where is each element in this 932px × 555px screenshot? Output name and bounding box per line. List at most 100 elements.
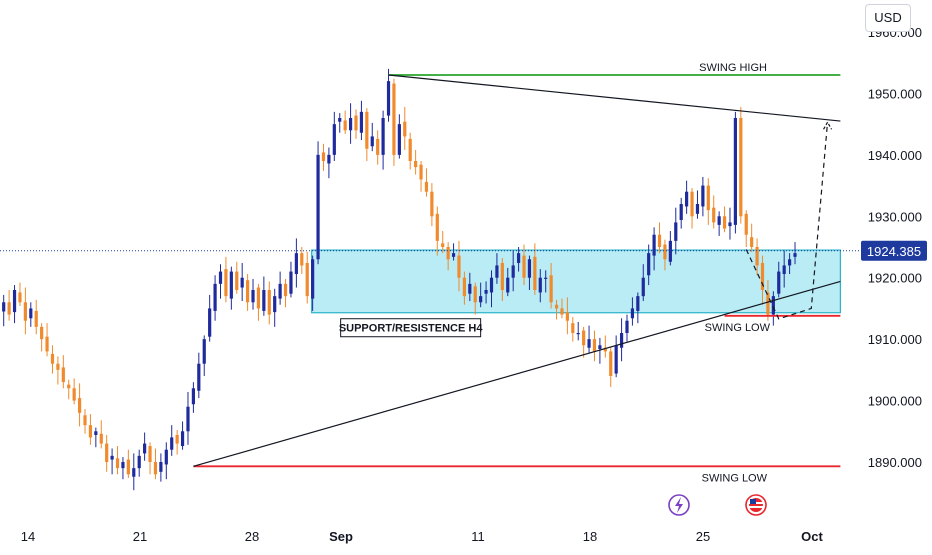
candle-body xyxy=(522,255,526,278)
candle xyxy=(782,250,786,288)
candle xyxy=(289,261,293,298)
candle-body xyxy=(739,118,743,217)
candle xyxy=(267,281,271,325)
candle-body xyxy=(218,271,223,284)
candle-body xyxy=(527,259,532,278)
candle xyxy=(256,283,261,321)
candle-body xyxy=(170,437,174,450)
zone-label-box xyxy=(340,318,482,338)
candle xyxy=(294,238,298,288)
candle xyxy=(511,250,515,292)
candle-body xyxy=(560,308,564,315)
candle-body xyxy=(451,253,456,257)
annotation-lines xyxy=(0,74,860,468)
candle xyxy=(278,271,282,305)
candle xyxy=(706,178,710,225)
candle xyxy=(652,227,656,271)
candle xyxy=(348,103,353,144)
candle xyxy=(186,391,190,445)
candle-body xyxy=(430,191,434,217)
candle xyxy=(251,278,255,310)
y-tick-label: 1950.000 xyxy=(868,86,922,101)
candle xyxy=(609,346,613,388)
candle xyxy=(733,111,737,234)
candle xyxy=(246,274,250,311)
candle-body xyxy=(462,277,466,297)
candle-body xyxy=(625,320,629,333)
axes: 1890.000 1900.000 1910.000 1920.000 1930.000… xyxy=(21,25,927,544)
candle-body xyxy=(235,271,239,290)
candle xyxy=(229,266,233,310)
candle-body xyxy=(609,351,613,376)
candle xyxy=(544,270,548,293)
candle-body xyxy=(674,222,678,241)
candle-body xyxy=(77,398,82,413)
candle xyxy=(462,271,466,305)
candle xyxy=(321,143,326,171)
x-tick-label: Sep xyxy=(329,529,353,544)
candle-body xyxy=(403,121,407,137)
candle-body xyxy=(603,347,607,352)
candle xyxy=(451,243,456,261)
projection-arrowhead xyxy=(823,121,833,130)
candle-body xyxy=(202,339,206,364)
candle xyxy=(153,448,158,480)
candle xyxy=(240,262,244,302)
candle-body xyxy=(728,222,732,227)
level-label-swing_low_major: SWING LOW xyxy=(702,472,768,484)
candle xyxy=(636,292,640,324)
candle xyxy=(571,317,575,342)
candle-body xyxy=(121,462,125,469)
candle-body xyxy=(712,207,716,223)
candle xyxy=(657,222,662,254)
candle xyxy=(110,448,114,475)
candle-body xyxy=(408,138,412,161)
candle-body xyxy=(246,280,250,303)
candle xyxy=(370,122,374,152)
candle xyxy=(484,281,488,304)
candle-body xyxy=(278,283,282,299)
candle-body xyxy=(668,240,672,262)
candle xyxy=(137,449,141,477)
candle-body xyxy=(72,388,76,401)
candle xyxy=(679,197,683,229)
candle xyxy=(376,130,380,165)
candle-body xyxy=(619,333,624,348)
x-tick-label: 14 xyxy=(21,529,35,544)
candle-body xyxy=(554,304,559,309)
candle xyxy=(359,100,364,141)
candle-body xyxy=(500,262,504,290)
candle xyxy=(56,356,60,385)
candle xyxy=(34,299,38,335)
candle-body xyxy=(88,425,93,438)
candle-body xyxy=(489,277,494,293)
candle xyxy=(538,269,542,303)
candle-body xyxy=(479,296,483,303)
candle-body xyxy=(338,118,342,122)
candle xyxy=(766,280,770,321)
candle-body xyxy=(29,308,33,319)
candle xyxy=(327,147,331,179)
candle xyxy=(647,244,651,286)
us-flag-event-icon[interactable] xyxy=(745,494,767,516)
candle xyxy=(598,337,602,364)
candle-body xyxy=(61,367,65,383)
lightning-event-icon[interactable] xyxy=(668,494,690,516)
candle-body xyxy=(365,111,369,149)
candle xyxy=(143,432,147,461)
candle-body xyxy=(23,302,27,321)
candle-body xyxy=(484,290,488,294)
candle-body xyxy=(435,213,439,241)
candle xyxy=(527,255,532,290)
candle-body xyxy=(419,164,423,180)
x-tick-label: 25 xyxy=(696,529,710,544)
candle xyxy=(489,270,494,308)
candle xyxy=(777,261,781,298)
candle-body xyxy=(94,431,98,435)
currency-selector[interactable]: USD xyxy=(865,4,911,32)
candle-body xyxy=(12,290,17,313)
candle-body xyxy=(83,415,87,426)
candle-body xyxy=(441,243,445,247)
